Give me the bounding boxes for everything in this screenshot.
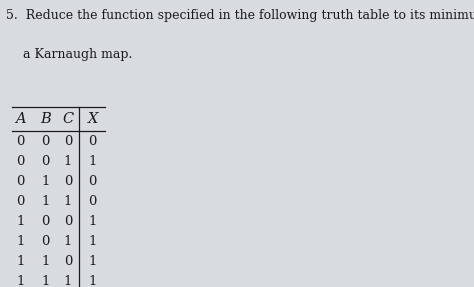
Text: 1: 1 xyxy=(64,195,72,208)
Text: 1: 1 xyxy=(17,275,25,287)
Text: 1: 1 xyxy=(64,275,72,287)
Text: 0: 0 xyxy=(17,155,25,168)
Text: 0: 0 xyxy=(89,135,97,148)
Text: 1: 1 xyxy=(89,155,97,168)
Text: 1: 1 xyxy=(89,215,97,228)
Text: 1: 1 xyxy=(41,255,50,268)
Text: A: A xyxy=(15,112,26,126)
Text: B: B xyxy=(40,112,51,126)
Text: 1: 1 xyxy=(89,255,97,268)
Text: 1: 1 xyxy=(17,235,25,248)
Text: C: C xyxy=(62,112,73,126)
Text: 0: 0 xyxy=(41,135,50,148)
Text: 0: 0 xyxy=(17,195,25,208)
Text: 0: 0 xyxy=(64,135,72,148)
Text: 1: 1 xyxy=(41,175,50,188)
Text: 0: 0 xyxy=(89,175,97,188)
Text: 0: 0 xyxy=(89,195,97,208)
Text: 0: 0 xyxy=(17,135,25,148)
Text: 1: 1 xyxy=(64,235,72,248)
Text: 1: 1 xyxy=(17,215,25,228)
Text: a Karnaugh map.: a Karnaugh map. xyxy=(23,48,132,61)
Text: 1: 1 xyxy=(17,255,25,268)
Text: 0: 0 xyxy=(64,215,72,228)
Text: 0: 0 xyxy=(41,215,50,228)
Text: 1: 1 xyxy=(64,155,72,168)
Text: 1: 1 xyxy=(41,195,50,208)
Text: 1: 1 xyxy=(41,275,50,287)
Text: 0: 0 xyxy=(17,175,25,188)
Text: 0: 0 xyxy=(64,175,72,188)
Text: X: X xyxy=(88,112,98,126)
Text: 0: 0 xyxy=(41,155,50,168)
Text: 0: 0 xyxy=(64,255,72,268)
Text: 1: 1 xyxy=(89,235,97,248)
Text: 0: 0 xyxy=(41,235,50,248)
Text: 5.  Reduce the function specified in the following truth table to its minimum SO: 5. Reduce the function specified in the … xyxy=(6,9,474,22)
Text: 1: 1 xyxy=(89,275,97,287)
